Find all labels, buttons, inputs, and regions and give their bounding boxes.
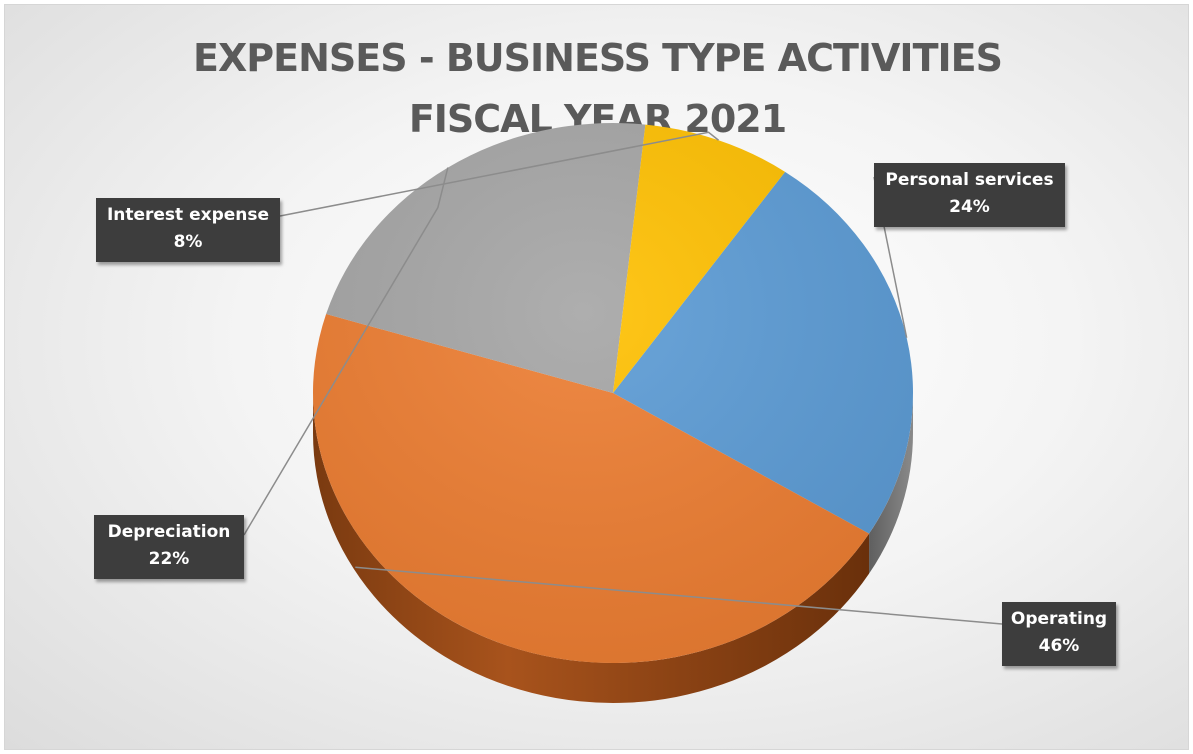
data-label-category: Depreciation — [107, 522, 231, 542]
data-label-percent: 22% — [148, 549, 190, 569]
pie-depth-personal-services — [869, 393, 913, 574]
data-label-category: Personal services — [885, 170, 1054, 190]
data-label-percent: 8% — [173, 232, 203, 252]
leader-line-depreciation — [243, 167, 449, 536]
chart-frame: EXPENSES - BUSINESS TYPE ACTIVITIES FISC… — [4, 4, 1189, 750]
leader-line-interest-expense — [279, 131, 720, 217]
data-label-personal-services: Personal services 24% — [874, 163, 1065, 227]
pie-slices — [313, 123, 913, 664]
data-label-interest-expense: Interest expense 8% — [96, 198, 280, 262]
data-label-percent: 46% — [1038, 636, 1080, 656]
pie-chart — [243, 123, 1003, 704]
pie-shading — [313, 123, 913, 663]
data-label-operating: Operating 46% — [1002, 602, 1116, 666]
pie-depth — [313, 393, 913, 704]
data-label-depreciation: Depreciation 22% — [94, 515, 244, 579]
data-label-percent: 24% — [949, 197, 990, 217]
data-label-category: Interest expense — [106, 205, 270, 225]
chart-title: EXPENSES - BUSINESS TYPE ACTIVITIES — [193, 36, 1003, 80]
pie-depth-operating — [313, 393, 870, 704]
data-label-category: Operating — [1010, 609, 1108, 629]
leader-line-operating — [355, 566, 1003, 625]
